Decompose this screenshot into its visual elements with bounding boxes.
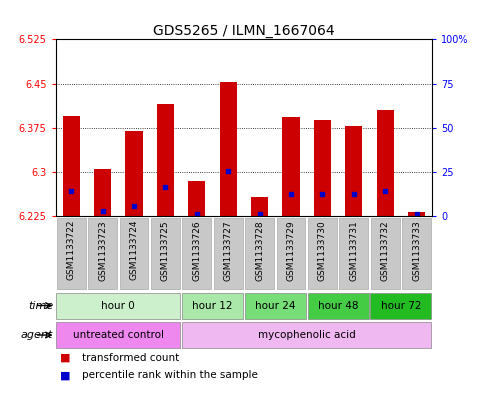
Text: GSM1133726: GSM1133726 xyxy=(192,220,201,281)
FancyBboxPatch shape xyxy=(183,218,211,289)
FancyBboxPatch shape xyxy=(182,292,243,318)
FancyBboxPatch shape xyxy=(57,218,85,289)
FancyBboxPatch shape xyxy=(308,292,369,318)
Bar xyxy=(377,110,394,216)
Bar xyxy=(63,116,80,216)
Text: GSM1133733: GSM1133733 xyxy=(412,220,421,281)
Text: GSM1133732: GSM1133732 xyxy=(381,220,390,281)
FancyBboxPatch shape xyxy=(308,218,337,289)
FancyBboxPatch shape xyxy=(370,292,431,318)
FancyBboxPatch shape xyxy=(88,218,117,289)
Bar xyxy=(408,212,425,216)
Text: GSM1133727: GSM1133727 xyxy=(224,220,233,281)
FancyBboxPatch shape xyxy=(182,322,431,348)
Text: ■: ■ xyxy=(60,370,71,380)
Text: mycophenolic acid: mycophenolic acid xyxy=(258,330,355,340)
FancyBboxPatch shape xyxy=(120,218,148,289)
FancyBboxPatch shape xyxy=(340,218,368,289)
Text: transformed count: transformed count xyxy=(82,353,179,363)
Text: ■: ■ xyxy=(60,353,71,363)
FancyBboxPatch shape xyxy=(371,218,399,289)
Text: hour 72: hour 72 xyxy=(381,301,421,310)
Text: agent: agent xyxy=(21,330,53,340)
FancyBboxPatch shape xyxy=(245,218,274,289)
Text: GSM1133724: GSM1133724 xyxy=(129,220,139,280)
FancyBboxPatch shape xyxy=(402,218,431,289)
Text: hour 0: hour 0 xyxy=(101,301,135,310)
Bar xyxy=(94,169,111,216)
FancyBboxPatch shape xyxy=(214,218,242,289)
Bar xyxy=(126,130,142,216)
Bar xyxy=(157,104,174,216)
Text: GSM1133729: GSM1133729 xyxy=(286,220,296,281)
Text: hour 24: hour 24 xyxy=(255,301,296,310)
FancyBboxPatch shape xyxy=(245,292,306,318)
Text: GSM1133723: GSM1133723 xyxy=(98,220,107,281)
Text: GSM1133725: GSM1133725 xyxy=(161,220,170,281)
Text: time: time xyxy=(28,301,53,310)
Bar xyxy=(283,117,299,216)
Bar xyxy=(188,181,205,216)
Text: GSM1133730: GSM1133730 xyxy=(318,220,327,281)
Text: hour 48: hour 48 xyxy=(318,301,358,310)
FancyBboxPatch shape xyxy=(57,292,180,318)
Title: GDS5265 / ILMN_1667064: GDS5265 / ILMN_1667064 xyxy=(153,24,335,38)
FancyBboxPatch shape xyxy=(57,322,180,348)
Text: GSM1133731: GSM1133731 xyxy=(349,220,358,281)
Text: GSM1133722: GSM1133722 xyxy=(67,220,76,280)
Text: untreated control: untreated control xyxy=(73,330,164,340)
FancyBboxPatch shape xyxy=(277,218,305,289)
Bar xyxy=(345,126,362,216)
FancyBboxPatch shape xyxy=(151,218,180,289)
Bar xyxy=(314,120,331,216)
Text: GSM1133728: GSM1133728 xyxy=(255,220,264,281)
Bar xyxy=(220,82,237,216)
Text: hour 12: hour 12 xyxy=(192,301,233,310)
Text: percentile rank within the sample: percentile rank within the sample xyxy=(82,370,258,380)
Bar xyxy=(251,197,268,216)
